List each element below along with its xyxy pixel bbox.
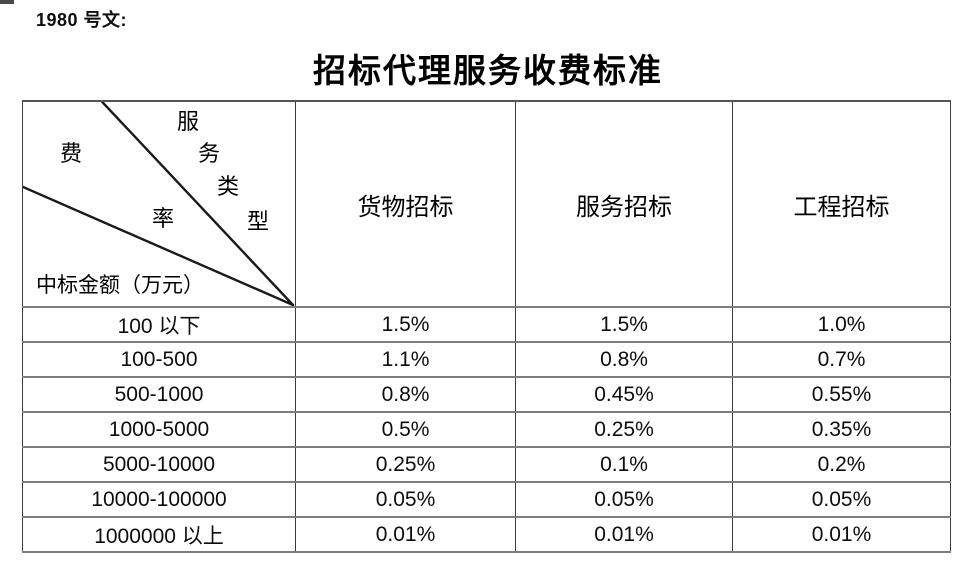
- row-label-cell: 1000-5000: [22, 411, 296, 448]
- fee-value-cell: 0.8%: [515, 341, 733, 378]
- scan-edge-artifact: [0, 0, 14, 4]
- column-header-engineering: 工程招标: [732, 100, 951, 308]
- row-label-cell: 100-500: [22, 341, 296, 378]
- fee-value-cell: 0.05%: [732, 481, 951, 518]
- service-type-label-char: 务: [198, 141, 221, 166]
- table-row: 1000-5000 0.5% 0.25% 0.35%: [22, 411, 951, 448]
- table-row: 100 以下 1.5% 1.5% 1.0%: [22, 306, 951, 343]
- row-label-cell: 5000-10000: [22, 446, 296, 483]
- fee-value-cell: 1.5%: [295, 306, 516, 343]
- table-row: 500-1000 0.8% 0.45% 0.55%: [22, 376, 951, 413]
- row-label-cell: 100 以下: [22, 306, 296, 343]
- bid-amount-label: 中标金额（万元）: [36, 273, 204, 297]
- row-label-cell: 500-1000: [22, 376, 296, 413]
- fee-value-cell: 0.5%: [295, 411, 516, 448]
- table-row: 5000-10000 0.25% 0.1% 0.2%: [22, 446, 951, 483]
- service-type-label-char: 型: [247, 209, 270, 234]
- table-row: 10000-100000 0.05% 0.05% 0.05%: [22, 481, 951, 518]
- row-label-cell: 10000-100000: [22, 481, 296, 518]
- fee-value-cell: 0.8%: [295, 376, 516, 413]
- fee-value-cell: 0.25%: [295, 446, 516, 483]
- fee-value-cell: 0.05%: [295, 481, 516, 518]
- service-type-label-char: 服: [177, 109, 200, 134]
- service-type-label-char: 类: [217, 174, 240, 199]
- fee-value-cell: 1.1%: [295, 341, 516, 378]
- table-row: 100-500 1.1% 0.8% 0.7%: [22, 341, 951, 378]
- row-label-cell: 1000000 以上: [22, 516, 296, 553]
- table-row: 1000000 以上 0.01% 0.01% 0.01%: [22, 516, 951, 553]
- page-title: 招标代理服务收费标准: [313, 54, 663, 90]
- fee-value-cell: 0.55%: [732, 376, 951, 413]
- fee-value-cell: 0.05%: [515, 481, 733, 518]
- fee-rate-label-char: 费: [60, 141, 83, 166]
- fee-rate-label-char: 率: [152, 206, 175, 231]
- fee-value-cell: 0.7%: [732, 341, 951, 378]
- fee-value-cell: 0.01%: [515, 516, 733, 553]
- doc-number: 1980 号文:: [36, 10, 128, 30]
- column-header-goods: 货物招标: [295, 100, 516, 308]
- fee-value-cell: 0.01%: [295, 516, 516, 553]
- corner-header-cell: 服 务 类 型 费 率 中标金额（万元）: [22, 100, 296, 308]
- fee-value-cell: 0.25%: [515, 411, 733, 448]
- column-header-services: 服务招标: [515, 100, 733, 308]
- corner-diagonal-lines-icon: [23, 102, 295, 306]
- table-header-row: 服 务 类 型 费 率 中标金额（万元） 货物招标 服务招标 工程招标: [22, 100, 951, 308]
- fee-value-cell: 0.2%: [732, 446, 951, 483]
- fee-value-cell: 1.5%: [515, 306, 733, 343]
- fee-table: 服 务 类 型 费 率 中标金额（万元） 货物招标 服务招标 工程招标 100 …: [22, 100, 951, 553]
- fee-value-cell: 1.0%: [732, 306, 951, 343]
- fee-value-cell: 0.1%: [515, 446, 733, 483]
- fee-value-cell: 0.01%: [732, 516, 951, 553]
- fee-value-cell: 0.45%: [515, 376, 733, 413]
- fee-value-cell: 0.35%: [732, 411, 951, 448]
